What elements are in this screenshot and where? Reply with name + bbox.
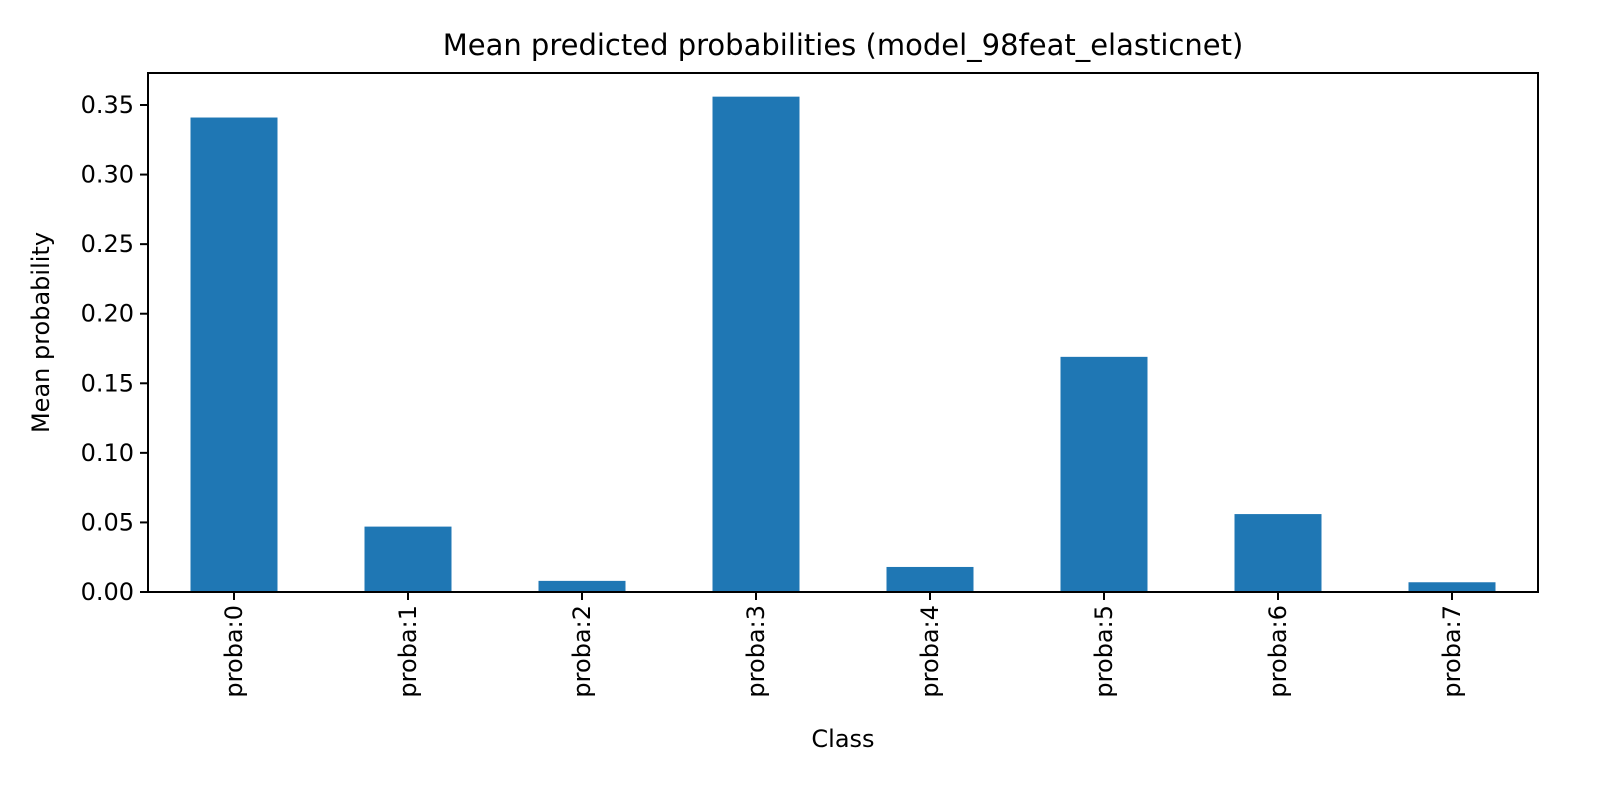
y-tick-label-2: 0.10: [81, 439, 134, 467]
bar-proba-2: [538, 580, 626, 592]
bar-proba-7: [1408, 582, 1496, 592]
y-tick-label-7: 0.35: [81, 91, 134, 119]
chart-title: Mean predicted probabilities (model_98fe…: [443, 28, 1244, 62]
bar-proba-6: [1234, 514, 1322, 592]
y-tick-label-3: 0.15: [81, 369, 134, 397]
x-tick-label-3: proba:3: [742, 605, 770, 698]
y-tick-label-1: 0.05: [81, 508, 134, 536]
bar-proba-1: [364, 526, 452, 592]
x-tick-label-4: proba:4: [916, 605, 944, 698]
y-axis-title: Mean probability: [27, 232, 55, 433]
y-tick-label-0: 0.00: [81, 578, 134, 606]
y-axis-ticks: 0.00 0.05 0.10 0.15 0.20 0.25 0.30 0.35: [81, 91, 148, 606]
y-tick-label-4: 0.20: [81, 300, 134, 328]
bar-proba-4: [886, 566, 974, 592]
x-tick-label-6: proba:6: [1264, 605, 1292, 698]
bar-proba-3: [712, 96, 800, 593]
x-tick-label-7: proba:7: [1438, 605, 1466, 698]
x-tick-label-1: proba:1: [394, 605, 422, 698]
y-tick-label-5: 0.25: [81, 230, 134, 258]
bar-proba-5: [1060, 356, 1148, 592]
x-axis-ticks: proba:0 proba:1 proba:2 proba:3 proba:4 proba…: [220, 592, 1466, 698]
bars-group: [190, 96, 1496, 593]
x-axis-title: Class: [811, 725, 874, 753]
bar-proba-0: [190, 117, 278, 593]
x-tick-label-2: proba:2: [568, 605, 596, 698]
x-tick-label-0: proba:0: [220, 605, 248, 698]
plot-area-frame: [147, 72, 1539, 593]
y-tick-label-6: 0.30: [81, 161, 134, 189]
x-tick-label-5: proba:5: [1090, 605, 1118, 698]
